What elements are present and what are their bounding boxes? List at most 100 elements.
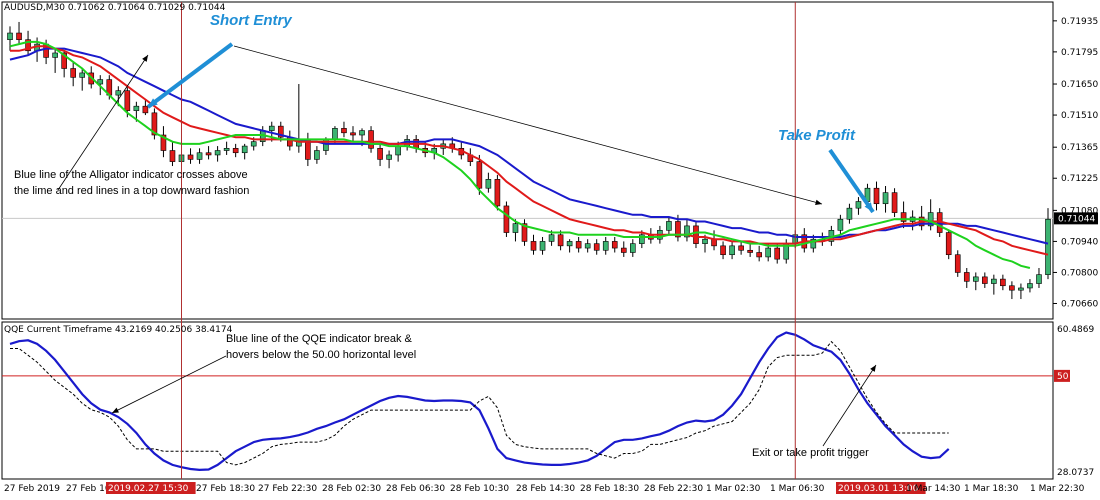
- candle-body: [954, 254, 961, 273]
- candle: [629, 239, 636, 257]
- candle-body: [169, 150, 176, 162]
- candle-body: [837, 218, 844, 231]
- candle: [991, 274, 997, 295]
- x-tick-label: 28 Feb 18:30: [580, 484, 639, 494]
- candle: [7, 26, 13, 51]
- candle: [855, 197, 862, 215]
- qqe-panel-frame: [1, 321, 1054, 480]
- trend-arrow-head: [815, 199, 822, 205]
- alligator-lips-lime-line: [9, 40, 1031, 269]
- price-tick-label: 0.71225: [1061, 174, 1098, 184]
- qqe-note-line-1: Blue line of the QQE indicator break &: [226, 333, 412, 345]
- candle-body: [566, 241, 573, 247]
- candle: [350, 126, 356, 142]
- qqe-pointer-head: [112, 407, 119, 413]
- candle-body: [945, 232, 952, 256]
- candle: [151, 108, 158, 140]
- candle-body: [512, 223, 519, 233]
- candle: [882, 185, 889, 213]
- price-tick-label: 0.71365: [1061, 143, 1098, 153]
- x-tick-label: 27 Feb 2019: [4, 484, 60, 494]
- x-tick-highlight: [106, 482, 196, 494]
- price-panel-frame: [1, 1, 1054, 320]
- candle: [891, 188, 898, 218]
- alligator-note-line-1: Blue line of the Alligator indicator cro…: [14, 169, 248, 181]
- price-tick-label: 0.71080: [1061, 206, 1098, 216]
- candle: [521, 219, 528, 246]
- candle: [611, 236, 618, 253]
- candle-body: [539, 241, 546, 251]
- candle-body: [61, 52, 67, 69]
- candle: [79, 68, 86, 91]
- qqe-50-label: 50: [1057, 372, 1069, 382]
- candle: [963, 268, 970, 288]
- candle-body: [151, 112, 158, 136]
- candle-body: [377, 148, 383, 160]
- x-tick-label: 28 Feb 14:30: [516, 484, 575, 494]
- candle-body: [1018, 287, 1024, 291]
- price-tick-label: 0.71650: [1061, 80, 1098, 90]
- candle-body: [530, 241, 537, 251]
- candle-body: [196, 152, 203, 160]
- candle-body: [774, 247, 781, 260]
- candle: [1036, 268, 1042, 288]
- x-tick-label: 1 Mar 22:30: [1030, 484, 1085, 494]
- candle: [620, 241, 627, 257]
- candle: [232, 143, 239, 158]
- candle: [1027, 279, 1033, 293]
- candle-body: [332, 128, 338, 140]
- candle-body: [1000, 278, 1006, 287]
- candle-body: [16, 32, 22, 40]
- candle: [52, 48, 58, 73]
- candle-body: [900, 212, 907, 222]
- price-tick-label: 0.70800: [1061, 268, 1098, 278]
- candle: [927, 199, 934, 231]
- candle: [666, 217, 672, 235]
- candle-body: [765, 247, 771, 258]
- candle-body: [666, 221, 672, 231]
- candle-body: [25, 39, 31, 52]
- candle-body: [882, 192, 889, 205]
- candle-body: [1036, 274, 1042, 284]
- take-profit-arrow: [828, 148, 875, 214]
- qqe-header: QQE Current Timeframe 43.2169 40.2506 38…: [4, 325, 233, 335]
- trend-arrow: [233, 45, 823, 205]
- candle-body: [1027, 283, 1033, 289]
- candle: [241, 143, 248, 160]
- candle-body: [250, 141, 257, 147]
- x-tick-label: 1 Mar 02:30: [706, 484, 761, 494]
- candle-body: [756, 252, 762, 258]
- candle-body: [160, 134, 167, 151]
- candle: [693, 221, 699, 249]
- candle-body: [7, 32, 13, 40]
- x-tick-label: 27 Feb 18:30: [196, 484, 255, 494]
- candle: [223, 141, 230, 155]
- candle-body: [639, 234, 645, 244]
- exit-pointer-shaft: [822, 364, 877, 447]
- price-tick-label: 0.71795: [1061, 48, 1098, 58]
- take-profit-label: Take Profit: [778, 127, 855, 144]
- candle: [1009, 281, 1015, 300]
- candle-body: [133, 105, 140, 111]
- candle-body: [205, 152, 212, 156]
- x-tick-label: 2019.03.01 13:00: [838, 484, 919, 494]
- candle: [1045, 208, 1051, 280]
- candle-body: [395, 145, 401, 156]
- x-tick-label: 28 Feb 06:30: [386, 484, 445, 494]
- candle-body: [115, 90, 122, 96]
- candle-body: [684, 225, 690, 238]
- qqe-50-tag: [1054, 369, 1070, 382]
- price-tick-label: 0.71935: [1061, 17, 1098, 27]
- x-tick-label: 28 Feb 02:30: [322, 484, 381, 494]
- candle-body: [846, 207, 853, 220]
- candle-body: [810, 238, 817, 249]
- candle: [945, 230, 952, 260]
- qqe-max-label: 60.4869: [1057, 325, 1094, 335]
- candle-body: [855, 201, 862, 209]
- candle-body: [187, 154, 194, 160]
- candle-body: [503, 205, 510, 233]
- short-entry-label: Short Entry: [210, 12, 292, 29]
- candle-body: [729, 245, 735, 256]
- alligator-note-line-2: the lime and red lines in a top downward…: [14, 185, 250, 197]
